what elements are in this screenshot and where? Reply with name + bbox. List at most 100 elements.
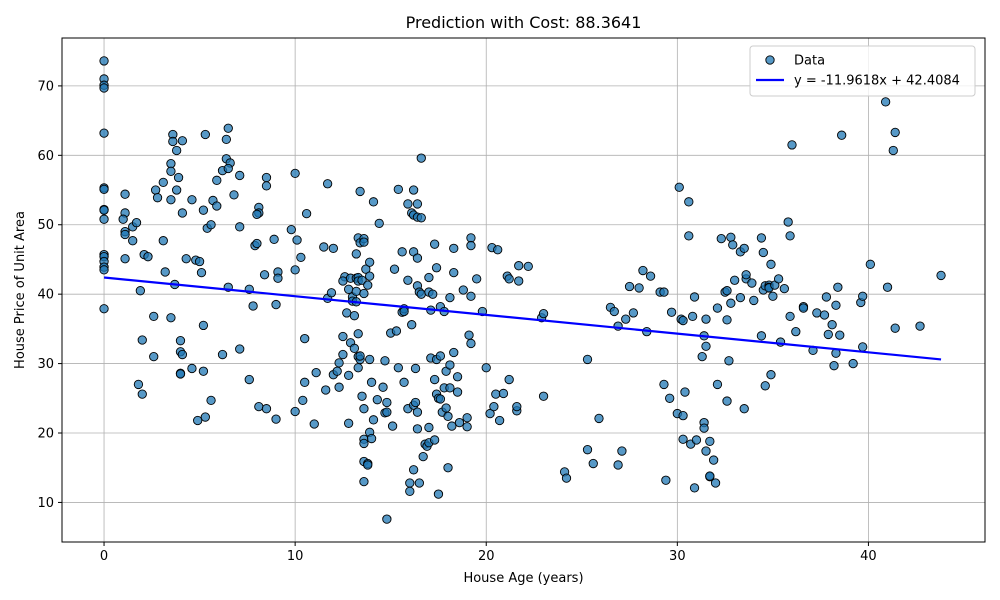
data-point xyxy=(235,344,245,354)
data-point xyxy=(342,308,352,318)
data-point xyxy=(365,354,375,365)
data-point xyxy=(269,234,279,244)
data-point xyxy=(749,295,759,306)
data-point xyxy=(343,284,354,294)
data-point xyxy=(399,306,409,317)
data-point xyxy=(407,320,417,330)
data-point xyxy=(120,254,130,264)
data-point xyxy=(464,330,474,340)
data-point xyxy=(722,396,732,406)
data-point xyxy=(152,193,163,203)
data-point xyxy=(137,335,147,345)
data-point xyxy=(198,320,209,331)
data-point xyxy=(290,265,300,275)
data-point xyxy=(177,208,188,218)
data-point xyxy=(724,356,734,366)
data-point xyxy=(443,463,453,473)
data-point xyxy=(504,374,514,385)
data-point xyxy=(613,460,623,470)
data-point xyxy=(175,369,186,379)
data-point xyxy=(708,455,719,465)
data-point xyxy=(118,214,128,224)
data-point xyxy=(435,351,446,361)
data-point xyxy=(359,237,369,247)
y-axis-label: House Price of Unit Area xyxy=(13,211,28,369)
data-point xyxy=(259,270,270,280)
data-point xyxy=(99,205,109,215)
data-point xyxy=(334,382,344,392)
data-point xyxy=(429,374,440,385)
data-point xyxy=(449,347,459,358)
data-point xyxy=(326,288,337,298)
data-point xyxy=(445,292,455,303)
data-point xyxy=(773,274,784,284)
data-point xyxy=(368,197,379,207)
data-point xyxy=(888,145,898,156)
data-point xyxy=(418,451,428,462)
data-point xyxy=(582,354,593,365)
data-point xyxy=(166,159,176,169)
data-point xyxy=(582,445,593,455)
data-point xyxy=(365,257,375,267)
data-point xyxy=(322,179,333,189)
grid-lines xyxy=(62,38,985,542)
data-point xyxy=(149,311,159,322)
data-point xyxy=(756,331,767,341)
plot-frame xyxy=(61,37,986,543)
data-point xyxy=(328,243,339,253)
data-point xyxy=(416,289,426,299)
data-point xyxy=(177,349,188,360)
data-point xyxy=(431,263,442,273)
y-tick-label: 20 xyxy=(37,427,54,442)
data-point xyxy=(99,128,109,138)
data-point xyxy=(760,381,770,391)
data-point xyxy=(290,406,300,417)
data-point xyxy=(252,238,262,249)
data-point xyxy=(538,308,549,319)
data-point xyxy=(645,271,656,281)
data-point xyxy=(296,252,306,263)
data-point xyxy=(143,252,153,262)
data-point xyxy=(359,288,369,299)
data-point xyxy=(452,372,463,382)
data-point xyxy=(766,259,776,269)
data-point xyxy=(493,245,503,255)
data-point xyxy=(561,473,572,483)
data-point xyxy=(785,231,795,241)
data-point xyxy=(837,130,847,140)
data-point xyxy=(472,274,482,284)
data-point xyxy=(504,274,514,284)
data-point xyxy=(785,311,795,322)
data-point xyxy=(212,201,222,211)
data-point xyxy=(382,397,392,408)
data-point xyxy=(380,356,390,366)
data-point xyxy=(175,336,186,346)
fit-line xyxy=(103,276,942,361)
data-point xyxy=(538,391,549,401)
data-point xyxy=(449,243,459,253)
data-point xyxy=(357,391,367,401)
data-point xyxy=(290,168,300,179)
data-point xyxy=(405,486,415,496)
data-point xyxy=(160,267,170,277)
data-point xyxy=(158,236,168,246)
data-point xyxy=(177,136,188,146)
data-point xyxy=(659,287,669,297)
data-point xyxy=(783,217,793,227)
data-point xyxy=(187,363,197,374)
data-point xyxy=(617,446,627,456)
data-point xyxy=(343,418,354,428)
y-tick-label: 30 xyxy=(37,357,54,372)
data-point xyxy=(858,342,868,352)
data-point xyxy=(334,358,344,368)
data-point xyxy=(798,303,809,313)
data-point xyxy=(416,213,426,223)
data-point xyxy=(359,476,369,487)
data-point xyxy=(449,267,459,278)
data-point xyxy=(454,417,465,428)
data-point xyxy=(254,401,264,412)
data-point xyxy=(722,286,732,296)
x-tick-label: 0 xyxy=(100,549,108,564)
data-point xyxy=(462,413,472,423)
data-point xyxy=(827,320,837,330)
